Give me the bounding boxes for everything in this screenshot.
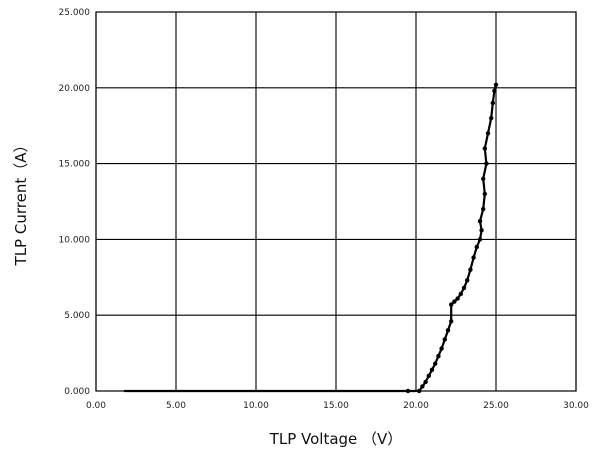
data-point [482, 146, 487, 151]
x-tick-label: 15.00 [323, 401, 349, 411]
data-point [420, 384, 425, 389]
data-point [492, 88, 497, 94]
data-point [493, 82, 499, 87]
grid-layer [95, 11, 577, 392]
data-point [426, 373, 431, 379]
x-tick-label: 10.00 [243, 401, 269, 411]
data-point [458, 291, 463, 297]
data-point [442, 337, 447, 342]
x-axis-label: TLP Voltage （V） [269, 430, 403, 448]
data-point [439, 346, 444, 351]
data-point [429, 367, 435, 372]
data-point [455, 296, 460, 301]
data-point [449, 319, 454, 324]
data-point [477, 219, 483, 224]
x-tick-label: 30.00 [563, 401, 589, 411]
data-point [449, 302, 454, 307]
y-axis-label: TLP Current（A） [12, 138, 30, 267]
data-point [485, 131, 491, 136]
data-point [465, 278, 470, 283]
data-point [477, 237, 483, 242]
data-point [474, 244, 479, 250]
series-line-0 [123, 83, 498, 393]
data-point [482, 191, 487, 197]
data-point [461, 285, 467, 291]
data-point [436, 353, 441, 359]
y-tick-label: 15.000 [59, 160, 91, 170]
data-point [445, 328, 451, 333]
data-point [433, 361, 438, 366]
x-tick-label: 20.00 [403, 401, 429, 411]
data-point [489, 115, 494, 121]
data-point [490, 100, 495, 106]
x-tick-label: 5.00 [166, 401, 186, 411]
plot-frame [95, 11, 577, 392]
data-point [481, 176, 486, 181]
series-layer [123, 82, 499, 394]
data-point [452, 299, 457, 304]
y-tick-label: 0.000 [64, 387, 90, 397]
data-point [471, 255, 476, 260]
y-tick-label: 5.000 [64, 311, 90, 321]
data-point [481, 206, 486, 212]
data-point [423, 379, 428, 385]
data-point [468, 267, 473, 272]
x-tick-label: 25.00 [483, 401, 509, 411]
data-point [484, 161, 489, 166]
x-tick-label: 0.00 [86, 401, 106, 411]
y-tick-label: 25.000 [59, 8, 91, 18]
data-point [479, 228, 484, 233]
y-tick-label: 20.000 [59, 84, 91, 94]
tick-layer: 0.00 5.00 10.00 15.00 20.00 25.00 30.00 0.000 5.… [59, 8, 590, 411]
y-tick-label: 10.000 [59, 235, 91, 245]
